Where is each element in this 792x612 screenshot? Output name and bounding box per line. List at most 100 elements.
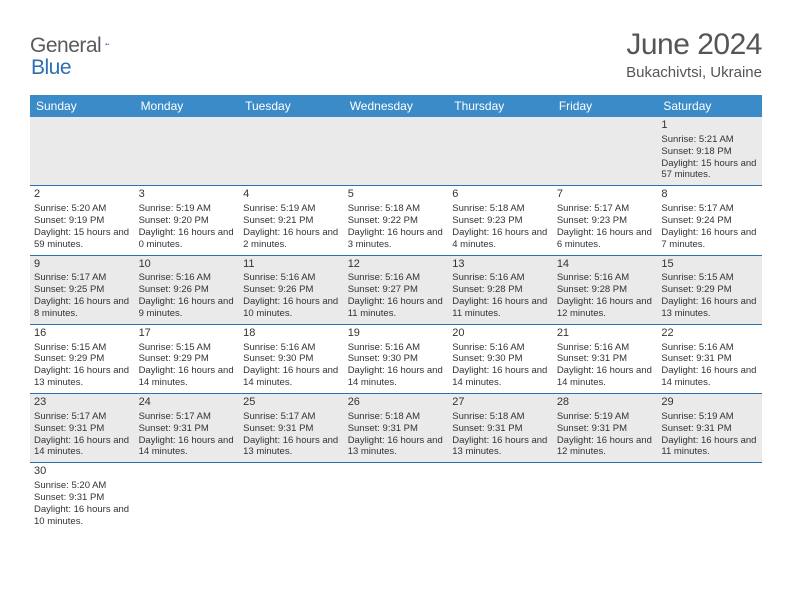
sunrise-text: Sunrise: 5:18 AM xyxy=(348,203,445,215)
sunrise-text: Sunrise: 5:20 AM xyxy=(34,203,131,215)
sunset-text: Sunset: 9:25 PM xyxy=(34,284,131,296)
sunset-text: Sunset: 9:31 PM xyxy=(139,423,236,435)
sunset-text: Sunset: 9:31 PM xyxy=(661,423,758,435)
calendar-cell: 4Sunrise: 5:19 AMSunset: 9:21 PMDaylight… xyxy=(239,186,344,255)
daylight-text: Daylight: 16 hours and 14 minutes. xyxy=(34,435,131,459)
calendar-cell: 16Sunrise: 5:15 AMSunset: 9:29 PMDayligh… xyxy=(30,324,135,393)
sunrise-text: Sunrise: 5:17 AM xyxy=(139,411,236,423)
weekday-header: Saturday xyxy=(657,95,762,117)
sunrise-text: Sunrise: 5:19 AM xyxy=(243,203,340,215)
calendar-cell xyxy=(553,463,658,532)
calendar-cell xyxy=(239,463,344,532)
daylight-text: Daylight: 16 hours and 14 minutes. xyxy=(661,365,758,389)
sunset-text: Sunset: 9:23 PM xyxy=(452,215,549,227)
calendar-cell: 24Sunrise: 5:17 AMSunset: 9:31 PMDayligh… xyxy=(135,394,240,463)
calendar-cell: 1Sunrise: 5:21 AMSunset: 9:18 PMDaylight… xyxy=(657,117,762,186)
sunset-text: Sunset: 9:31 PM xyxy=(557,423,654,435)
day-number: 2 xyxy=(34,188,131,202)
sunrise-text: Sunrise: 5:16 AM xyxy=(557,342,654,354)
calendar-cell: 29Sunrise: 5:19 AMSunset: 9:31 PMDayligh… xyxy=(657,394,762,463)
calendar-cell: 15Sunrise: 5:15 AMSunset: 9:29 PMDayligh… xyxy=(657,255,762,324)
logo-text-blue: Blue xyxy=(31,56,71,80)
sunrise-text: Sunrise: 5:16 AM xyxy=(243,272,340,284)
calendar-cell xyxy=(344,463,449,532)
calendar-cell: 26Sunrise: 5:18 AMSunset: 9:31 PMDayligh… xyxy=(344,394,449,463)
sunrise-text: Sunrise: 5:15 AM xyxy=(139,342,236,354)
calendar-cell: 5Sunrise: 5:18 AMSunset: 9:22 PMDaylight… xyxy=(344,186,449,255)
sunset-text: Sunset: 9:18 PM xyxy=(661,146,758,158)
sunrise-text: Sunrise: 5:21 AM xyxy=(661,134,758,146)
sunrise-text: Sunrise: 5:20 AM xyxy=(34,480,131,492)
day-number: 25 xyxy=(243,396,340,410)
sunset-text: Sunset: 9:26 PM xyxy=(243,284,340,296)
calendar-cell: 14Sunrise: 5:16 AMSunset: 9:28 PMDayligh… xyxy=(553,255,658,324)
sunset-text: Sunset: 9:31 PM xyxy=(34,423,131,435)
day-number: 16 xyxy=(34,327,131,341)
day-number: 5 xyxy=(348,188,445,202)
sunrise-text: Sunrise: 5:15 AM xyxy=(34,342,131,354)
weekday-header: Wednesday xyxy=(344,95,449,117)
day-number: 6 xyxy=(452,188,549,202)
calendar-row: 23Sunrise: 5:17 AMSunset: 9:31 PMDayligh… xyxy=(30,394,762,463)
calendar-cell: 17Sunrise: 5:15 AMSunset: 9:29 PMDayligh… xyxy=(135,324,240,393)
sunrise-text: Sunrise: 5:17 AM xyxy=(661,203,758,215)
calendar-cell xyxy=(448,117,553,186)
day-number: 11 xyxy=(243,258,340,272)
daylight-text: Daylight: 16 hours and 13 minutes. xyxy=(452,435,549,459)
weekday-header: Sunday xyxy=(30,95,135,117)
calendar-cell: 27Sunrise: 5:18 AMSunset: 9:31 PMDayligh… xyxy=(448,394,553,463)
day-number: 19 xyxy=(348,327,445,341)
sunrise-text: Sunrise: 5:19 AM xyxy=(661,411,758,423)
calendar-cell: 2Sunrise: 5:20 AMSunset: 9:19 PMDaylight… xyxy=(30,186,135,255)
sunrise-text: Sunrise: 5:16 AM xyxy=(452,272,549,284)
weekday-header: Friday xyxy=(553,95,658,117)
sunset-text: Sunset: 9:31 PM xyxy=(452,423,549,435)
calendar-cell: 13Sunrise: 5:16 AMSunset: 9:28 PMDayligh… xyxy=(448,255,553,324)
day-number: 22 xyxy=(661,327,758,341)
day-number: 14 xyxy=(557,258,654,272)
sunrise-text: Sunrise: 5:19 AM xyxy=(557,411,654,423)
daylight-text: Daylight: 16 hours and 3 minutes. xyxy=(348,227,445,251)
calendar-cell: 12Sunrise: 5:16 AMSunset: 9:27 PMDayligh… xyxy=(344,255,449,324)
sunset-text: Sunset: 9:31 PM xyxy=(243,423,340,435)
calendar-cell: 8Sunrise: 5:17 AMSunset: 9:24 PMDaylight… xyxy=(657,186,762,255)
daylight-text: Daylight: 16 hours and 13 minutes. xyxy=(243,435,340,459)
calendar-cell: 23Sunrise: 5:17 AMSunset: 9:31 PMDayligh… xyxy=(30,394,135,463)
daylight-text: Daylight: 16 hours and 7 minutes. xyxy=(661,227,758,251)
sunrise-text: Sunrise: 5:16 AM xyxy=(243,342,340,354)
sunrise-text: Sunrise: 5:16 AM xyxy=(348,342,445,354)
calendar-cell: 9Sunrise: 5:17 AMSunset: 9:25 PMDaylight… xyxy=(30,255,135,324)
sunrise-text: Sunrise: 5:16 AM xyxy=(452,342,549,354)
sunset-text: Sunset: 9:29 PM xyxy=(139,353,236,365)
daylight-text: Daylight: 16 hours and 11 minutes. xyxy=(452,296,549,320)
daylight-text: Daylight: 16 hours and 14 minutes. xyxy=(348,365,445,389)
sunset-text: Sunset: 9:28 PM xyxy=(452,284,549,296)
sunrise-text: Sunrise: 5:16 AM xyxy=(661,342,758,354)
daylight-text: Daylight: 16 hours and 13 minutes. xyxy=(661,296,758,320)
calendar-row: 30Sunrise: 5:20 AMSunset: 9:31 PMDayligh… xyxy=(30,463,762,532)
calendar-cell: 18Sunrise: 5:16 AMSunset: 9:30 PMDayligh… xyxy=(239,324,344,393)
calendar-cell: 19Sunrise: 5:16 AMSunset: 9:30 PMDayligh… xyxy=(344,324,449,393)
calendar-row: 2Sunrise: 5:20 AMSunset: 9:19 PMDaylight… xyxy=(30,186,762,255)
daylight-text: Daylight: 16 hours and 14 minutes. xyxy=(452,365,549,389)
calendar-cell xyxy=(448,463,553,532)
day-number: 23 xyxy=(34,396,131,410)
daylight-text: Daylight: 16 hours and 12 minutes. xyxy=(557,435,654,459)
day-number: 1 xyxy=(661,119,758,133)
sunset-text: Sunset: 9:31 PM xyxy=(34,492,131,504)
daylight-text: Daylight: 16 hours and 0 minutes. xyxy=(139,227,236,251)
day-number: 30 xyxy=(34,465,131,479)
day-number: 28 xyxy=(557,396,654,410)
day-number: 17 xyxy=(139,327,236,341)
daylight-text: Daylight: 16 hours and 14 minutes. xyxy=(139,435,236,459)
sunrise-text: Sunrise: 5:18 AM xyxy=(452,203,549,215)
calendar-cell xyxy=(135,117,240,186)
calendar-cell: 6Sunrise: 5:18 AMSunset: 9:23 PMDaylight… xyxy=(448,186,553,255)
calendar-cell: 20Sunrise: 5:16 AMSunset: 9:30 PMDayligh… xyxy=(448,324,553,393)
calendar-cell xyxy=(135,463,240,532)
calendar-cell xyxy=(344,117,449,186)
location-label: Bukachivtsi, Ukraine xyxy=(626,64,762,81)
sunrise-text: Sunrise: 5:17 AM xyxy=(34,411,131,423)
daylight-text: Daylight: 15 hours and 57 minutes. xyxy=(661,158,758,182)
sunset-text: Sunset: 9:31 PM xyxy=(348,423,445,435)
